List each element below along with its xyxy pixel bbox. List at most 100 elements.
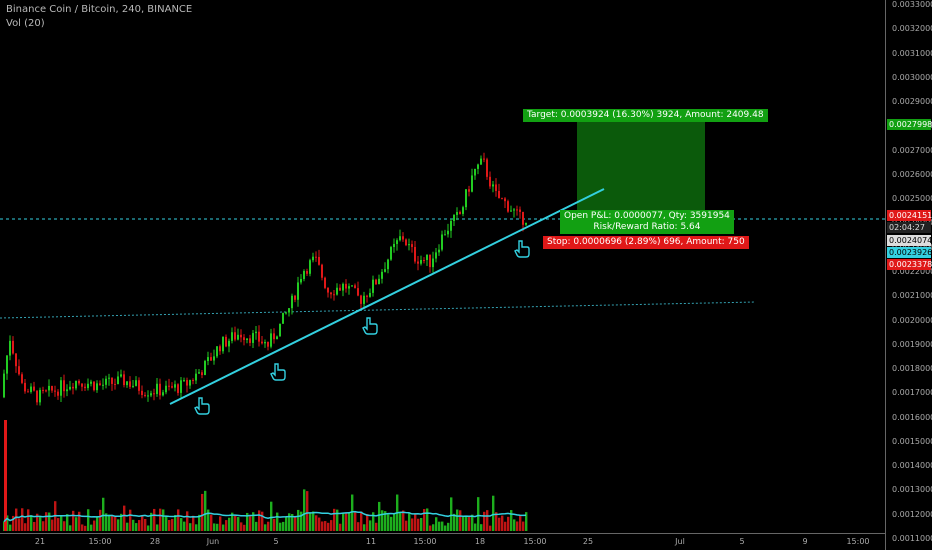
candle-body <box>393 243 395 248</box>
pointing-hand-icon <box>514 240 530 258</box>
pnl-label[interactable]: Open P&L: 0.0000077, Qty: 3591954 Risk/R… <box>560 210 734 234</box>
volume-bar <box>270 501 273 531</box>
volume-bar <box>390 516 393 531</box>
volume-bar <box>471 514 474 531</box>
candle-body <box>459 212 461 214</box>
profit-zone[interactable] <box>577 122 705 217</box>
volume-bar <box>153 508 156 531</box>
candle-body <box>165 385 167 393</box>
volume-bar <box>393 513 396 531</box>
candle-body <box>483 158 485 160</box>
candle-body <box>210 357 212 361</box>
candle-body <box>324 277 326 288</box>
candle-body <box>108 377 110 379</box>
candle-body <box>372 279 374 293</box>
pointing-hand-icon <box>270 363 286 381</box>
candle-body <box>477 164 479 169</box>
volume-bar <box>249 516 252 531</box>
price-tick: 0.0020000 <box>892 315 932 325</box>
time-label: 18 <box>474 537 486 546</box>
candle-body <box>189 380 191 386</box>
candle-body <box>381 271 383 279</box>
volume-bar <box>87 509 90 531</box>
candle-body <box>72 386 74 389</box>
volume-bar <box>453 513 456 531</box>
volume-bar <box>495 512 498 531</box>
candle-body <box>510 210 512 212</box>
time-label: 9 <box>802 537 808 546</box>
candle-body <box>201 372 203 376</box>
candle-body <box>96 383 98 391</box>
volume-bar <box>282 521 285 531</box>
volume-bar <box>210 514 213 531</box>
candle-body <box>501 198 503 200</box>
price-tick: 0.0025000 <box>892 194 932 204</box>
volume-moving-average <box>3 510 527 523</box>
candle-body <box>63 380 65 392</box>
volume-bars <box>3 420 528 531</box>
price-axis[interactable]: 0.0033000 0.0032000 0.0031000 0.0030000 0.00… <box>885 0 932 550</box>
candle-body <box>48 385 50 391</box>
volume-bar <box>132 519 135 531</box>
candle-body <box>15 353 17 367</box>
candle-body <box>87 383 89 389</box>
candle-body <box>294 295 296 300</box>
volume-bar <box>105 513 108 531</box>
candle-body <box>123 374 125 386</box>
volume-bar <box>150 512 153 531</box>
volume-bar <box>216 523 219 531</box>
volume-bar <box>96 516 99 531</box>
candle-body <box>198 372 200 374</box>
candle-body <box>69 386 71 390</box>
volume-bar <box>480 524 483 531</box>
volume-bar <box>57 518 60 531</box>
candle-body <box>336 287 338 295</box>
candle-body <box>219 346 221 352</box>
candle-body <box>60 380 62 396</box>
volume-bar <box>519 515 522 531</box>
horizontal-dotted-level[interactable] <box>0 301 756 319</box>
stop-label[interactable]: Stop: 0.0000696 (2.89%) 696, Amount: 750 <box>543 236 749 249</box>
volume-bar <box>18 518 21 531</box>
volume-bar <box>102 497 105 531</box>
time-axis[interactable]: 21 15:00 28 Jun 5 11 15:00 18 15:00 25 Jul 5 9 15:00 <box>0 533 885 550</box>
volume-bar <box>297 509 300 531</box>
bar-countdown: 02:04:27 <box>887 222 931 233</box>
price-tick: 0.0012000 <box>892 509 932 519</box>
candle-body <box>264 342 266 344</box>
candle-body <box>105 378 107 385</box>
volume-bar <box>279 522 282 531</box>
annotation-icons <box>194 240 530 415</box>
candle-body <box>411 244 413 247</box>
candle-body <box>267 342 269 347</box>
volume-bar <box>168 519 171 531</box>
volume-bar <box>135 523 138 531</box>
target-label[interactable]: Target: 0.0003924 (16.30%) 3924, Amount:… <box>523 109 768 122</box>
candle-body <box>204 361 206 376</box>
volume-bar <box>15 508 18 531</box>
volume-bar <box>144 518 147 531</box>
volume-bar <box>321 521 324 531</box>
time-label: Jul <box>675 537 685 546</box>
volume-bar <box>39 517 42 531</box>
price-chart[interactable] <box>0 0 885 533</box>
volume-bar <box>333 508 336 531</box>
price-tick: 0.0015000 <box>892 436 932 446</box>
volume-bar <box>468 516 471 531</box>
candle-body <box>135 380 137 386</box>
candle-body <box>3 373 5 398</box>
volume-bar <box>117 519 120 531</box>
time-label: 21 <box>34 537 46 546</box>
volume-bar <box>228 517 231 531</box>
trend-line[interactable] <box>169 188 605 405</box>
volume-bar <box>195 524 198 531</box>
volume-bar <box>285 517 288 531</box>
volume-bar <box>405 520 408 531</box>
volume-bar <box>159 508 162 531</box>
volume-bar <box>126 522 129 531</box>
volume-bar <box>444 525 447 531</box>
volume-bar <box>51 519 54 531</box>
candle-body <box>438 249 440 253</box>
volume-bar <box>243 524 246 531</box>
candle-body <box>441 234 443 250</box>
